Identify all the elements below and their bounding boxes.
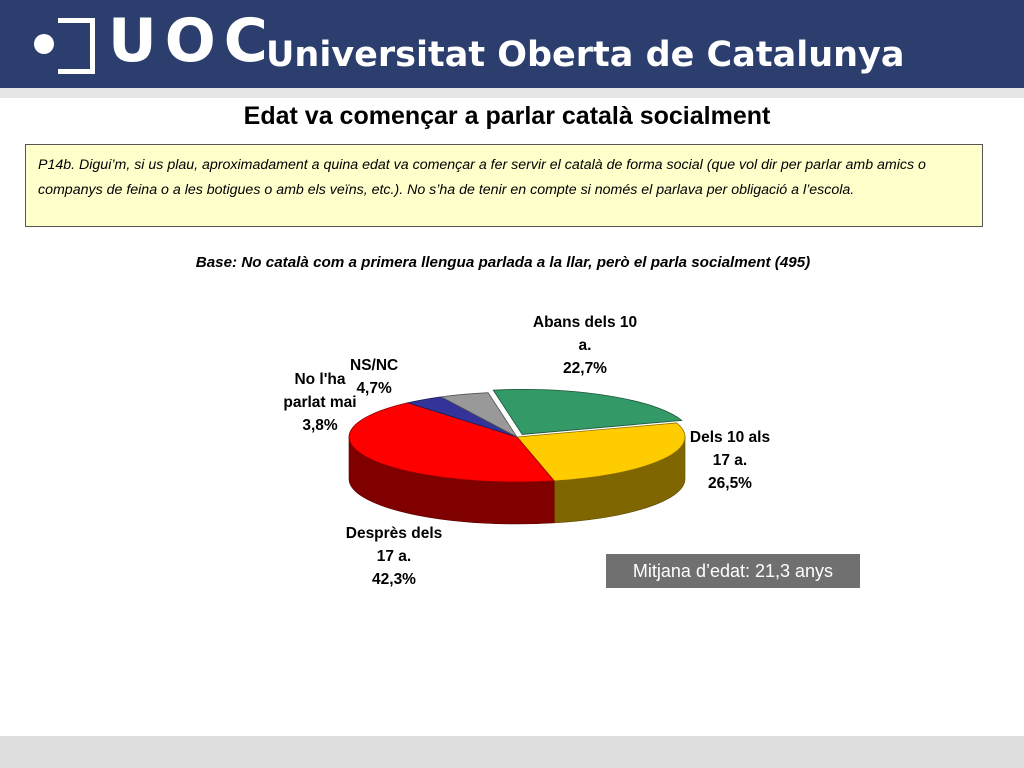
label-dels10-name: Dels 10 als 17 a. [689, 429, 771, 469]
label-dels10-value: 26,5% [708, 475, 752, 492]
label-nsnc-name: NS/NC [350, 357, 399, 374]
label-abans-value: 22,7% [563, 360, 607, 377]
label-noparlat-name: No l'ha parlat mai [283, 371, 357, 411]
pie-slice-dels10 [516, 422, 686, 482]
pie-slice-nsnc [439, 392, 519, 439]
question-box: P14b. Digui’m, si us plau, aproximadamen… [25, 144, 983, 227]
base-note: Base: No català com a primera llengua pa… [195, 254, 811, 271]
label-nsnc: NS/NC 4,7% [350, 354, 398, 400]
logo-text: UOC [108, 6, 276, 76]
label-nsnc-value: 4,7% [356, 380, 392, 397]
label-despres-value: 42,3% [372, 571, 416, 588]
page-title: Edat va començar a parlar català socialm… [243, 102, 771, 130]
university-name: Universitat Oberta de Catalunya [266, 35, 905, 75]
uoc-logo-icon [30, 18, 100, 74]
pie-slice-despres [348, 402, 555, 483]
pie-slice-abans [492, 389, 683, 435]
label-despres-name: Desprès dels 17 a. [345, 525, 443, 565]
label-despres: Desprès dels 17 a. 42,3% [344, 522, 444, 591]
label-noparlat: No l'ha parlat mai 3,8% [272, 368, 368, 437]
header-bar: UOC Universitat Oberta de Catalunya [0, 0, 1024, 88]
header-divider [0, 88, 1024, 98]
average-age-badge: Mitjana d’edat: 21,3 anys [606, 554, 860, 588]
label-abans: Abans dels 10 a. 22,7% [530, 311, 640, 380]
footer-bar [0, 736, 1024, 768]
label-abans-name: Abans dels 10 a. [532, 314, 638, 354]
label-noparlat-value: 3,8% [302, 417, 338, 434]
label-dels10: Dels 10 als 17 a. 26,5% [680, 426, 780, 495]
